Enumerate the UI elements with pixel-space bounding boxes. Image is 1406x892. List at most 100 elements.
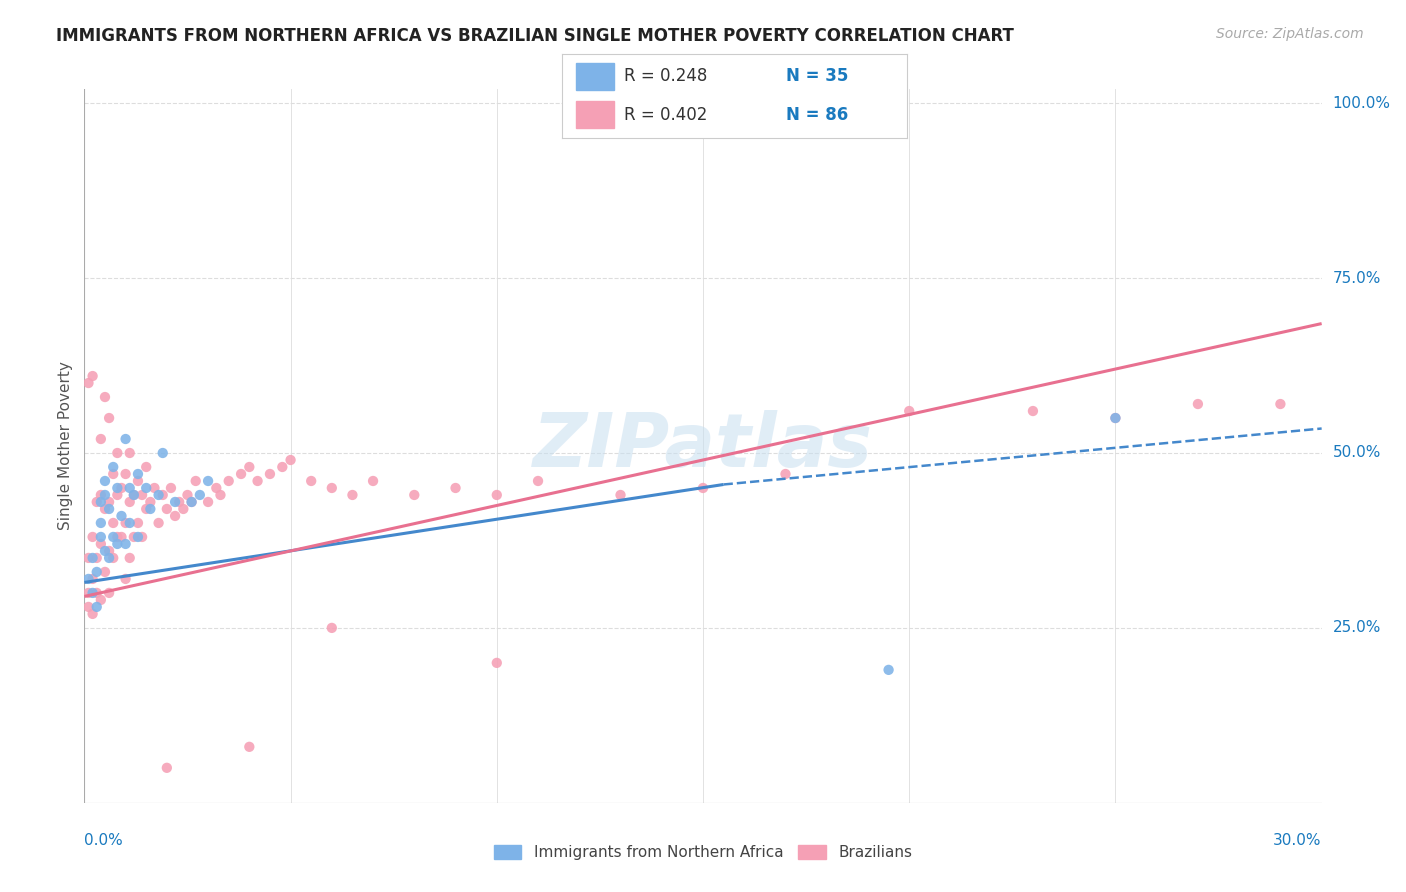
Point (90, 593, 112, 607)
Y-axis label: Single Mother Poverty: Single Mother Poverty (58, 361, 73, 531)
Point (1270, 397, 1292, 411)
Point (238, 739, 260, 754)
Point (98, 411, 121, 425)
Point (156, 761, 179, 775)
Point (135, 460, 157, 475)
Point (98, 586, 121, 600)
Point (86, 495, 108, 509)
Point (299, 474, 322, 488)
Point (82, 586, 104, 600)
Point (86, 565, 108, 579)
Point (180, 495, 202, 509)
Point (105, 530, 128, 544)
Point (114, 516, 136, 530)
Point (160, 481, 183, 495)
Point (110, 481, 132, 495)
Point (156, 502, 179, 516)
Point (82, 550, 104, 565)
Point (114, 432, 136, 446)
Text: N = 35: N = 35 (786, 68, 849, 86)
Point (94, 474, 117, 488)
Bar (576, 101, 614, 128)
Point (127, 474, 149, 488)
Point (86, 599, 108, 614)
Point (86, 586, 108, 600)
Point (131, 530, 153, 544)
Point (77, 572, 100, 586)
Point (103, 467, 125, 481)
Point (114, 467, 136, 481)
Point (197, 495, 219, 509)
Point (197, 474, 219, 488)
Point (188, 488, 211, 502)
Point (110, 530, 132, 544)
Point (105, 481, 128, 495)
Point (114, 537, 136, 551)
Point (167, 495, 190, 509)
Point (122, 530, 145, 544)
Point (105, 537, 128, 551)
Point (90, 495, 112, 509)
Point (139, 502, 162, 516)
Point (127, 516, 149, 530)
Point (209, 488, 232, 502)
Point (172, 502, 194, 516)
Point (122, 488, 145, 502)
Point (98, 495, 121, 509)
Point (205, 481, 228, 495)
Point (94, 390, 117, 404)
Point (82, 530, 104, 544)
Point (90, 516, 112, 530)
Point (77, 376, 100, 390)
Point (1022, 404, 1045, 418)
Point (148, 516, 170, 530)
Point (77, 586, 100, 600)
Point (135, 502, 157, 516)
Point (103, 550, 125, 565)
Point (176, 488, 198, 502)
Point (103, 516, 125, 530)
Text: Source: ZipAtlas.com: Source: ZipAtlas.com (1216, 27, 1364, 41)
Point (485, 488, 508, 502)
Text: IMMIGRANTS FROM NORTHERN AFRICA VS BRAZILIAN SINGLE MOTHER POVERTY CORRELATION C: IMMIGRANTS FROM NORTHERN AFRICA VS BRAZI… (56, 27, 1014, 45)
Point (280, 453, 302, 467)
Point (127, 467, 149, 481)
Point (98, 502, 121, 516)
Point (271, 460, 294, 475)
Point (877, 663, 900, 677)
Point (246, 474, 269, 488)
Point (135, 481, 157, 495)
Point (94, 565, 117, 579)
Point (118, 516, 141, 530)
Point (131, 488, 153, 502)
Point (110, 508, 132, 523)
Point (118, 446, 141, 460)
Point (165, 495, 187, 509)
Point (898, 404, 921, 418)
Point (105, 488, 128, 502)
Text: 0.0%: 0.0% (84, 833, 124, 848)
Legend: Immigrants from Northern Africa, Brazilians: Immigrants from Northern Africa, Brazili… (488, 839, 918, 866)
Point (238, 460, 260, 475)
Point (103, 530, 125, 544)
Point (118, 495, 141, 509)
Text: N = 86: N = 86 (786, 105, 849, 123)
Point (90, 530, 112, 544)
Point (609, 488, 631, 502)
Text: R = 0.402: R = 0.402 (624, 105, 707, 123)
Point (321, 481, 343, 495)
Point (127, 530, 149, 544)
Point (184, 474, 207, 488)
Point (94, 488, 117, 502)
Text: 25.0%: 25.0% (1333, 621, 1381, 635)
Point (114, 572, 136, 586)
Point (165, 508, 187, 523)
Point (77, 550, 100, 565)
Text: ZIPatlas: ZIPatlas (533, 409, 873, 483)
Point (321, 621, 343, 635)
Point (86, 550, 108, 565)
Text: 100.0%: 100.0% (1333, 95, 1391, 111)
Point (82, 572, 104, 586)
Point (342, 488, 364, 502)
Point (139, 495, 162, 509)
